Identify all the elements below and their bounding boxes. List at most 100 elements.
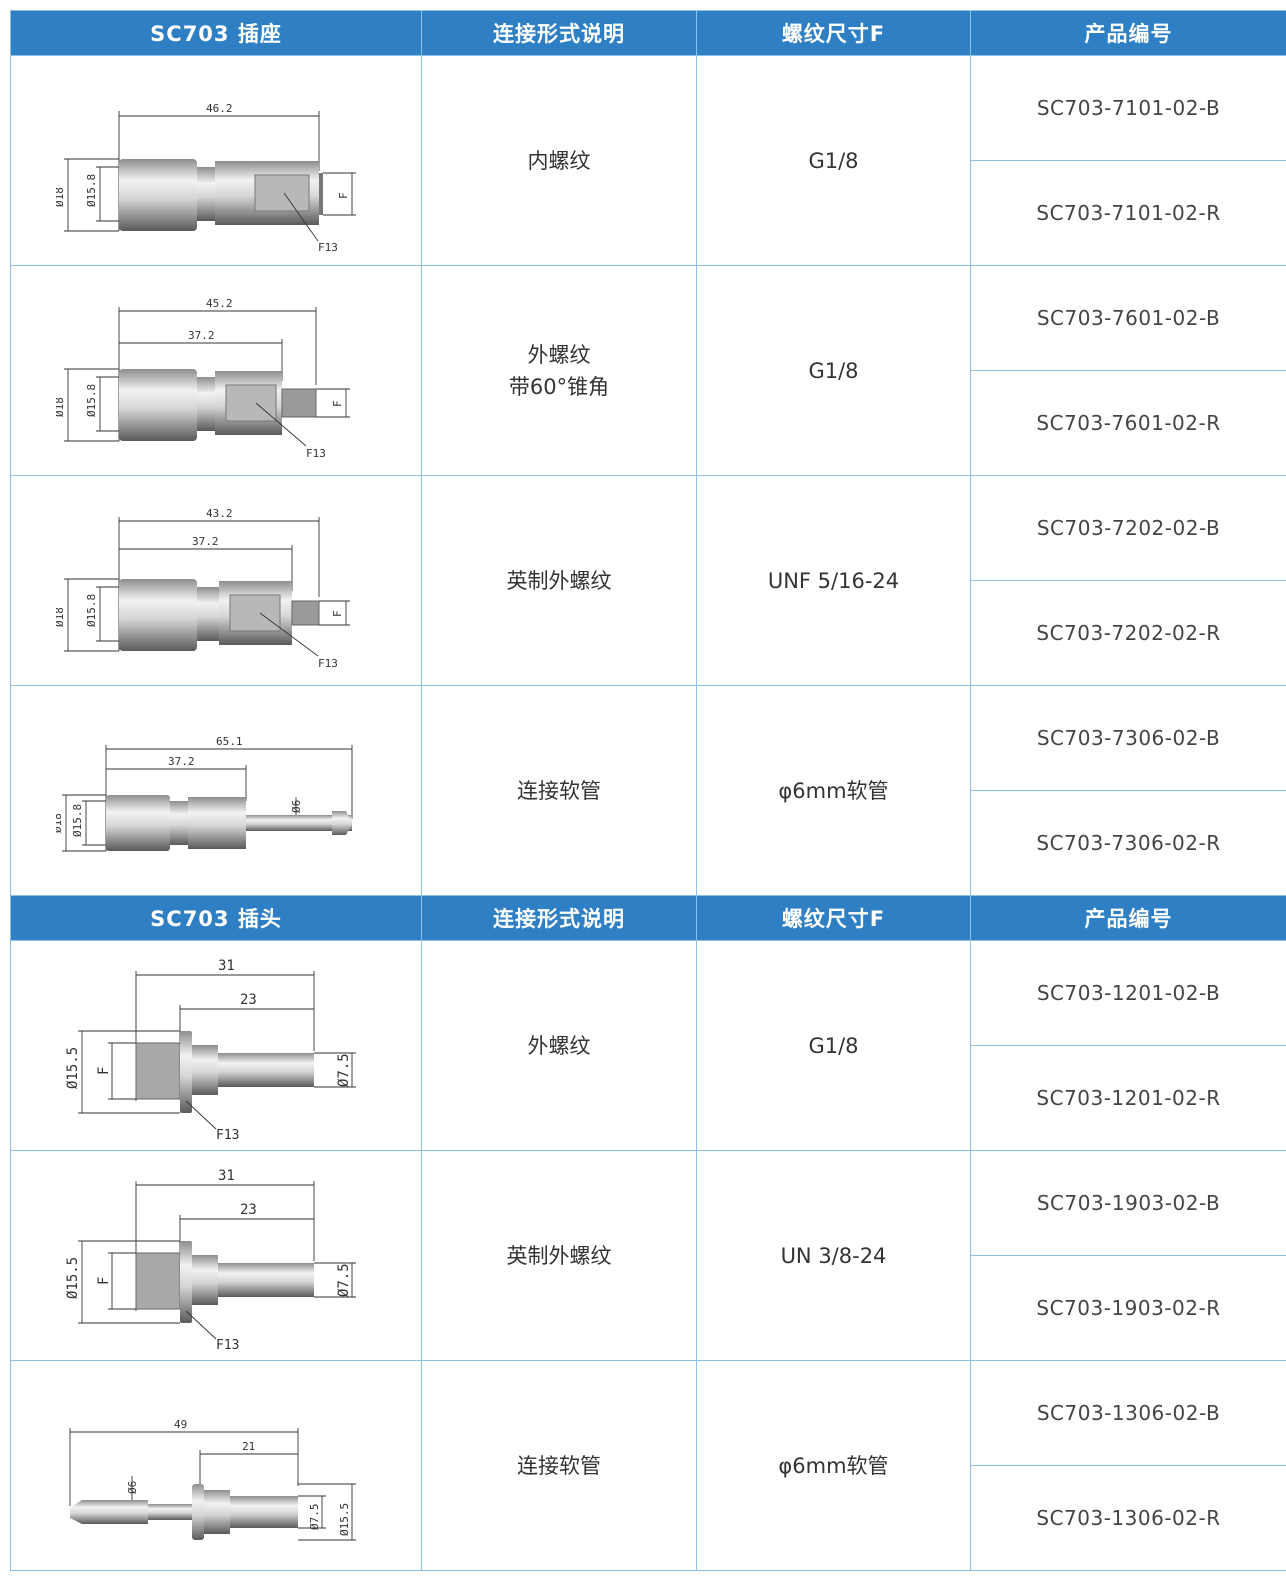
drawing-cell: 46.2 Ø18 Ø15.8 F: [10, 55, 422, 266]
thread-size: UNF 5/16-24: [696, 475, 971, 686]
dim-length: 31: [218, 1168, 235, 1184]
plug-imperial-thread-drawing: 31 23 Ø15.5 F: [65, 1168, 356, 1351]
dim-inner-diameter: Ø15.8: [85, 383, 98, 416]
dim-outer-diameter: Ø18: [56, 397, 66, 417]
dim-body-length: 37.2: [192, 535, 219, 548]
part-number: SC703-7601-02-R: [970, 370, 1286, 476]
part-number: SC703-1903-02-R: [970, 1255, 1286, 1361]
header-cell-connection: 连接形式说明: [421, 895, 697, 941]
header-cell-part-number: 产品编号: [970, 10, 1286, 56]
table-row: 45.2 37.2 Ø18: [10, 265, 1286, 476]
dim-length: 65.1: [216, 735, 243, 748]
thread-size: G1/8: [696, 55, 971, 266]
dim-hex: F13: [306, 447, 326, 460]
part-number: SC703-7202-02-B: [970, 475, 1286, 581]
table-row: 65.1 37.2 Ø18: [10, 685, 1286, 896]
table-row: 43.2 37.2 Ø18: [10, 475, 1286, 686]
spec-table: SC703 插座 连接形式说明 螺纹尺寸F 产品编号 46.2: [10, 10, 1286, 1571]
thread-size: φ6mm软管: [696, 685, 971, 896]
dim-plug-diameter: Ø7.5: [336, 1053, 352, 1087]
connection-description: 英制外螺纹: [421, 475, 697, 686]
dim-body-length: 37.2: [188, 329, 215, 342]
plug-hose-barb-drawing: 49 21 Ø6 Ø7.5: [69, 1418, 356, 1540]
socket-header-row: SC703 插座 连接形式说明 螺纹尺寸F 产品编号: [10, 10, 1286, 56]
dim-outer-diameter: Ø15.5: [65, 1256, 81, 1298]
dim-thread: F: [96, 1066, 112, 1074]
connection-description: 内螺纹: [421, 55, 697, 266]
connection-description-line: 带60°锥角: [508, 374, 610, 399]
part-number: SC703-1201-02-B: [970, 940, 1286, 1046]
dim-thread: F: [337, 192, 350, 199]
part-number: SC703-1903-02-B: [970, 1150, 1286, 1256]
dim-body-length: 21: [242, 1440, 255, 1453]
socket-external-thread-60deg-drawing: 45.2 37.2 Ø18: [56, 297, 350, 460]
table-row: SC703-7601-02-R: [11, 370, 1286, 476]
part-number: SC703-1306-02-B: [970, 1360, 1286, 1466]
part-number: SC703-7601-02-B: [970, 265, 1286, 371]
dim-thread: F: [331, 400, 344, 407]
dim-length: 49: [174, 1418, 187, 1431]
dim-inner-diameter: Ø15.8: [85, 173, 98, 206]
drawing-cell: 45.2 37.2 Ø18: [10, 265, 422, 476]
dim-collar-diameter: Ø15.5: [338, 1502, 351, 1535]
socket-internal-thread-drawing: 46.2 Ø18 Ø15.8 F: [56, 102, 356, 251]
part-number: SC703-1306-02-R: [970, 1465, 1286, 1571]
dim-hex: F13: [318, 241, 338, 251]
socket-hose-barb-drawing: 65.1 37.2 Ø18: [56, 735, 353, 851]
table-row: SC703-7101-02-R: [11, 160, 1286, 266]
connection-description: 连接软管: [421, 1360, 697, 1571]
dim-hex: F13: [318, 657, 338, 670]
thread-size: UN 3/8-24: [696, 1150, 971, 1361]
drawing-cell: 65.1 37.2 Ø18: [10, 685, 422, 896]
socket-imperial-thread-drawing: 43.2 37.2 Ø18: [56, 507, 350, 670]
plug-header-row: SC703 插头 连接形式说明 螺纹尺寸F 产品编号: [10, 895, 1286, 941]
table-row: SC703-1201-02-R: [11, 1045, 1286, 1151]
dim-outer-diameter: Ø18: [56, 813, 64, 833]
part-number: SC703-7306-02-B: [970, 685, 1286, 791]
dim-length: 31: [218, 958, 235, 974]
header-cell-connection: 连接形式说明: [421, 10, 697, 56]
table-row: SC703-1903-02-R: [11, 1255, 1286, 1361]
header-cell-product: SC703 插座: [10, 10, 422, 56]
part-number: SC703-7101-02-R: [970, 160, 1286, 266]
dim-length: 45.2: [206, 297, 233, 310]
table-row: SC703-7202-02-R: [11, 580, 1286, 686]
dim-hex: F13: [216, 1338, 239, 1351]
thread-size: φ6mm软管: [696, 1360, 971, 1571]
table-row: SC703-1306-02-R: [11, 1465, 1286, 1571]
header-cell-thread: 螺纹尺寸F: [696, 895, 971, 941]
part-number: SC703-1201-02-R: [970, 1045, 1286, 1151]
drawing-cell: 43.2 37.2 Ø18: [10, 475, 422, 686]
dim-outer-diameter: Ø18: [56, 607, 66, 627]
dim-outer-diameter: Ø15.5: [65, 1046, 81, 1088]
dim-thread: F: [96, 1276, 112, 1284]
plug-external-thread-drawing: 31 23 Ø15.5 F: [65, 958, 356, 1141]
dim-body-length: 23: [240, 992, 257, 1008]
drawing-cell: 49 21 Ø6 Ø7.5: [10, 1360, 422, 1571]
drawing-cell: 31 23 Ø15.5 F: [10, 1150, 422, 1361]
dim-inner-diameter: Ø15.8: [85, 593, 98, 626]
spec-table-container: SC703 插座 连接形式说明 螺纹尺寸F 产品编号 46.2: [10, 10, 1286, 1571]
part-number: SC703-7202-02-R: [970, 580, 1286, 686]
header-cell-thread: 螺纹尺寸F: [696, 10, 971, 56]
dim-hose-diameter: Ø6: [126, 1480, 139, 1493]
table-row: SC703-7306-02-R: [11, 790, 1286, 896]
dim-plug-diameter: Ø7.5: [336, 1263, 352, 1297]
dim-length: 43.2: [206, 507, 233, 520]
table-row: 46.2 Ø18 Ø15.8 F: [10, 55, 1286, 266]
connection-description: 外螺纹 带60°锥角: [421, 265, 697, 476]
header-cell-part-number: 产品编号: [970, 895, 1286, 941]
dim-hex: F13: [216, 1128, 239, 1141]
table-row: 31 23 Ø15.5 F: [10, 1150, 1286, 1361]
connection-description-line: 外螺纹: [527, 342, 591, 367]
part-number: SC703-7306-02-R: [970, 790, 1286, 896]
dim-plug-diameter: Ø7.5: [308, 1503, 321, 1530]
connection-description: 外螺纹: [421, 940, 697, 1151]
table-row: 49 21 Ø6 Ø7.5: [10, 1360, 1286, 1571]
dim-hose-diameter: Ø6: [290, 799, 303, 812]
dim-body-length: 23: [240, 1202, 257, 1218]
dim-outer-diameter: Ø18: [56, 187, 66, 207]
dim-inner-diameter: Ø15.8: [71, 803, 84, 836]
thread-size: G1/8: [696, 265, 971, 476]
dim-thread: F: [331, 610, 344, 617]
